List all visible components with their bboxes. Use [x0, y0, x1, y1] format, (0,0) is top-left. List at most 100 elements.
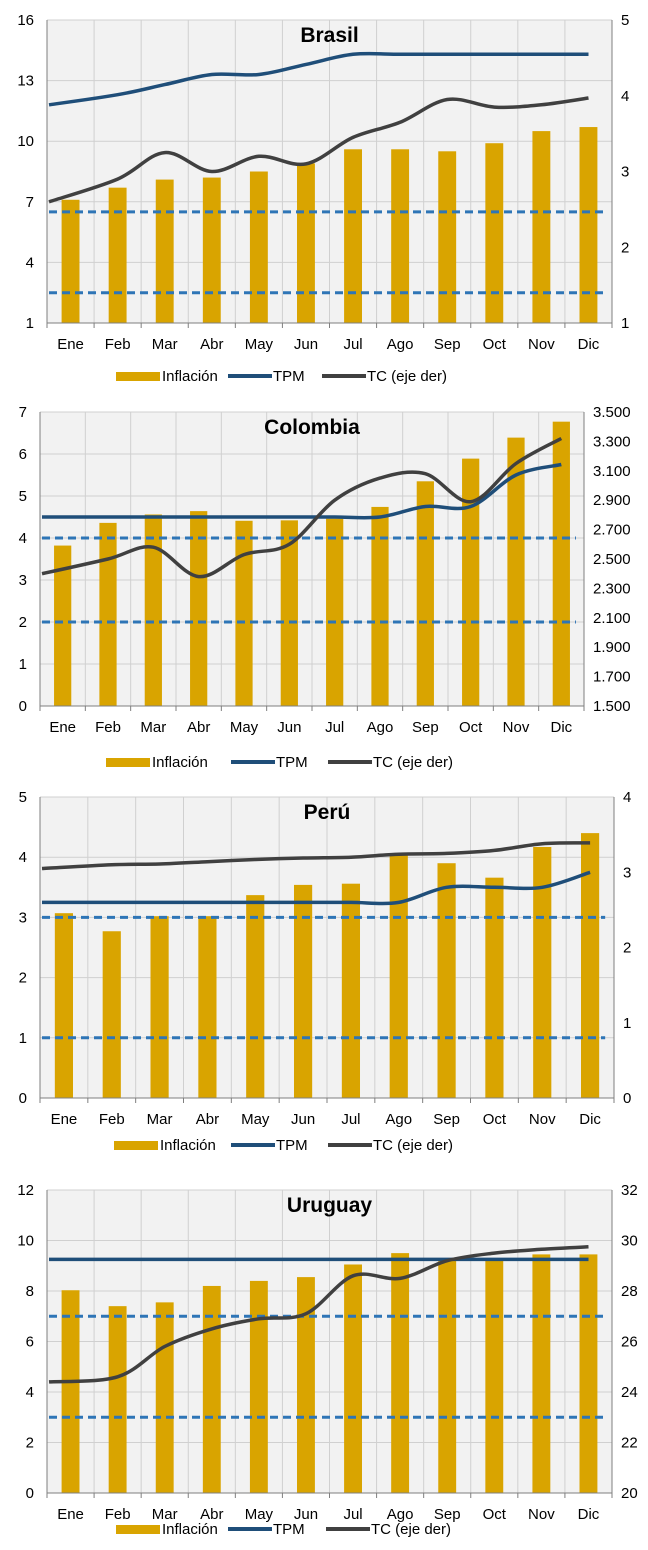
- y-tick-label-right: 2: [623, 940, 631, 957]
- y-tick-label-left: 10: [17, 1233, 34, 1250]
- x-tick-label: Jul: [343, 1506, 362, 1523]
- y-tick-label-right: 4: [621, 88, 629, 105]
- x-tick-label: Abr: [187, 719, 210, 736]
- x-tick-label: Dic: [578, 1506, 600, 1523]
- y-tick-label-right: 2.300: [593, 580, 631, 597]
- x-tick-label: Ago: [387, 1506, 414, 1523]
- inflation-bar: [485, 1258, 504, 1493]
- inflation-bar: [155, 1302, 174, 1493]
- x-tick-label: Dic: [550, 719, 572, 736]
- tc-line: [48, 1245, 589, 1384]
- y-tick-label-right: 1: [621, 315, 629, 332]
- legend-label: Inflación: [162, 368, 218, 385]
- x-tick-label: Jul: [341, 1111, 360, 1128]
- y-tick-label-left: 6: [19, 446, 27, 463]
- legend-label: Inflación: [162, 1521, 218, 1538]
- chart-panel-colombia: Ene Feb Mar Abr May Jun Jul Ago Sep Oct Nov Dic 0 1 2 3…: [19, 404, 631, 771]
- chart-title: Colombia: [264, 416, 360, 439]
- inflation-bar: [61, 1290, 80, 1493]
- inflation-bar: [54, 545, 72, 706]
- x-tick-label: Jul: [325, 719, 344, 736]
- x-tick-label: Feb: [95, 719, 121, 736]
- inflation-bar: [344, 1264, 362, 1493]
- y-tick-label-right: 3: [623, 864, 631, 881]
- inflation-bar: [61, 199, 80, 323]
- inflation-bar: [297, 1277, 315, 1493]
- inflation-bar: [280, 520, 298, 706]
- y-tick-label-right: 2: [621, 239, 629, 256]
- legend-label: TPM: [276, 1137, 308, 1154]
- legend: Inflación TPM TC (eje der): [114, 1137, 453, 1154]
- inflation-bar: [108, 187, 127, 323]
- inflation-bar: [507, 437, 525, 706]
- y-tick-label-left: 3: [19, 572, 27, 589]
- inflation-bar: [371, 506, 389, 706]
- inflation-bar: [341, 883, 361, 1098]
- x-tick-label: Sep: [412, 719, 439, 736]
- inflation-bar: [190, 511, 208, 706]
- legend-label: TPM: [273, 368, 305, 385]
- legend-label: Inflación: [152, 754, 208, 771]
- x-tick-label: May: [245, 1506, 274, 1523]
- inflation-bar: [54, 913, 74, 1098]
- inflation-bar: [580, 833, 600, 1098]
- legend: Inflación TPM TC (eje der): [106, 754, 453, 771]
- legend-label: TC (eje der): [371, 1521, 451, 1538]
- y-tick-label-right: 3.100: [593, 463, 631, 480]
- inflation-bar: [326, 518, 344, 706]
- x-tick-label: Mar: [152, 1506, 178, 1523]
- chart-panel-brasil: Ene Feb Mar Abr May Jun Jul Ago Sep Oct Nov Dic 1 4 7 1…: [17, 12, 629, 385]
- inflation-bar: [246, 895, 265, 1098]
- inflation-bar: [389, 854, 408, 1098]
- x-tick-label: Jun: [277, 719, 301, 736]
- inflation-bar: [438, 151, 457, 323]
- y-tick-label-right: 2.500: [593, 551, 631, 568]
- inflation-bar: [579, 1254, 598, 1493]
- inflation-bar: [155, 179, 174, 323]
- y-tick-label-left: 2: [19, 970, 27, 987]
- x-tick-label: Feb: [99, 1111, 125, 1128]
- x-tick-label: Dic: [578, 336, 600, 353]
- x-tick-label: Mar: [147, 1111, 173, 1128]
- x-tick-label: May: [241, 1111, 270, 1128]
- x-tick-label: Oct: [483, 1506, 507, 1523]
- x-tick-label: Ene: [51, 1111, 78, 1128]
- legend-swatch-inflacion: [116, 372, 160, 381]
- legend-swatch-inflacion: [116, 1525, 160, 1534]
- y-tick-label-right: 5: [621, 12, 629, 29]
- y-tick-label-left: 2: [19, 614, 27, 631]
- legend-label: TPM: [276, 754, 308, 771]
- y-tick-label-left: 1: [19, 656, 27, 673]
- inflation-bar: [249, 171, 268, 323]
- inflation-bar: [198, 916, 217, 1098]
- y-tick-label-left: 1: [19, 1030, 27, 1047]
- y-tick-label-left: 16: [17, 12, 34, 29]
- y-tick-label-right: 2.100: [593, 610, 631, 627]
- x-tick-label: Nov: [503, 719, 530, 736]
- inflation-bar: [485, 143, 504, 323]
- x-tick-label: Jun: [294, 336, 318, 353]
- tpm-line: [48, 51, 589, 107]
- x-tick-label: Jun: [291, 1111, 315, 1128]
- y-tick-label-right: 24: [621, 1384, 638, 1401]
- y-tick-label-left: 1: [26, 315, 34, 332]
- chart-title: Perú: [304, 801, 351, 824]
- inflation-bar: [416, 481, 434, 706]
- y-tick-label-left: 7: [26, 194, 34, 211]
- y-tick-label-left: 5: [19, 488, 27, 505]
- y-tick-label-right: 3: [621, 164, 629, 181]
- y-tick-label-right: 4: [623, 789, 631, 806]
- legend: Inflación TPM TC (eje der): [116, 1521, 451, 1538]
- y-tick-label-left: 13: [17, 73, 34, 90]
- tpm-line: [42, 870, 591, 906]
- x-tick-label: Sep: [433, 1111, 460, 1128]
- tc-line: [41, 841, 591, 871]
- x-tick-label: Mar: [152, 336, 178, 353]
- tc-line: [48, 96, 589, 204]
- y-tick-label-left: 0: [26, 1485, 34, 1502]
- inflation-bar: [437, 863, 456, 1098]
- x-tick-label: Sep: [434, 336, 461, 353]
- x-tick-label: May: [230, 719, 259, 736]
- y-tick-label-right: 0: [623, 1090, 631, 1107]
